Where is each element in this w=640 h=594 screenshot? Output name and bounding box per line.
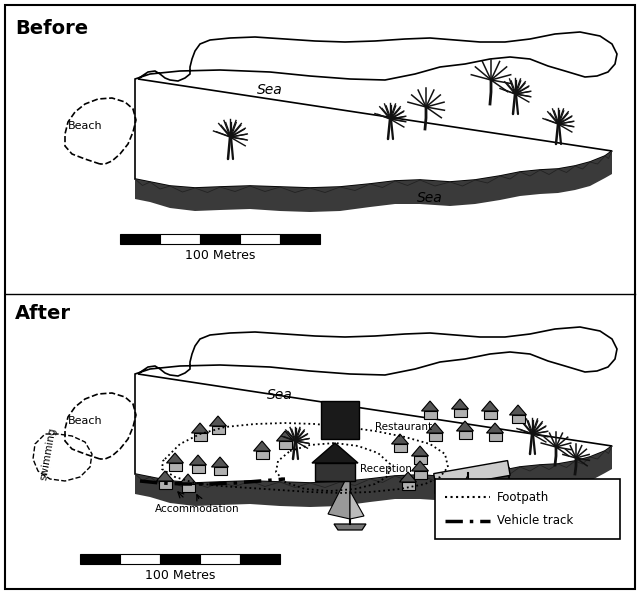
Bar bbox=[240, 554, 280, 564]
Polygon shape bbox=[458, 431, 472, 439]
Polygon shape bbox=[211, 457, 228, 467]
Polygon shape bbox=[312, 443, 358, 463]
Polygon shape bbox=[135, 151, 612, 212]
Text: Accommodation: Accommodation bbox=[155, 504, 239, 514]
Text: Pier: Pier bbox=[490, 479, 509, 489]
Polygon shape bbox=[166, 453, 184, 463]
Text: Reception: Reception bbox=[360, 464, 412, 474]
Text: Sea: Sea bbox=[257, 83, 283, 97]
Bar bbox=[160, 554, 200, 564]
Polygon shape bbox=[488, 433, 502, 441]
Polygon shape bbox=[179, 474, 196, 484]
Polygon shape bbox=[191, 423, 209, 433]
Polygon shape bbox=[135, 327, 617, 483]
Polygon shape bbox=[278, 441, 291, 449]
Polygon shape bbox=[328, 471, 350, 519]
Bar bbox=[120, 554, 160, 564]
Polygon shape bbox=[315, 463, 355, 481]
Bar bbox=[160, 234, 200, 244]
Polygon shape bbox=[451, 399, 468, 409]
Bar bbox=[240, 234, 280, 244]
Polygon shape bbox=[422, 401, 438, 411]
Polygon shape bbox=[334, 524, 366, 530]
Text: After: After bbox=[15, 304, 71, 323]
Polygon shape bbox=[159, 481, 172, 489]
Polygon shape bbox=[452, 475, 468, 509]
Polygon shape bbox=[182, 484, 195, 492]
Text: Beach: Beach bbox=[68, 416, 102, 426]
Polygon shape bbox=[424, 411, 436, 419]
Polygon shape bbox=[481, 401, 499, 411]
Polygon shape bbox=[468, 490, 478, 509]
Text: Sea: Sea bbox=[267, 388, 293, 402]
Polygon shape bbox=[483, 411, 497, 419]
Text: swimming: swimming bbox=[38, 426, 58, 481]
Polygon shape bbox=[392, 434, 408, 444]
Polygon shape bbox=[193, 433, 207, 441]
Polygon shape bbox=[456, 421, 474, 431]
Polygon shape bbox=[321, 401, 359, 439]
Polygon shape bbox=[426, 423, 444, 433]
Bar bbox=[200, 234, 240, 244]
Polygon shape bbox=[209, 416, 227, 426]
Polygon shape bbox=[214, 467, 227, 475]
Polygon shape bbox=[486, 423, 504, 433]
Polygon shape bbox=[413, 456, 426, 464]
Polygon shape bbox=[456, 514, 480, 518]
Polygon shape bbox=[401, 482, 415, 490]
Text: Sea: Sea bbox=[417, 191, 443, 205]
Polygon shape bbox=[429, 433, 442, 441]
Polygon shape bbox=[434, 460, 510, 488]
Bar bbox=[120, 234, 160, 244]
Polygon shape bbox=[211, 426, 225, 434]
Text: 100 Metres: 100 Metres bbox=[145, 569, 215, 582]
Polygon shape bbox=[157, 471, 173, 481]
Polygon shape bbox=[350, 491, 364, 519]
Polygon shape bbox=[413, 471, 426, 479]
Polygon shape bbox=[509, 405, 527, 415]
Polygon shape bbox=[394, 444, 406, 452]
Bar bbox=[80, 554, 120, 564]
Text: Beach: Beach bbox=[68, 121, 102, 131]
Polygon shape bbox=[412, 461, 429, 471]
Polygon shape bbox=[412, 446, 429, 456]
Text: Restaurant: Restaurant bbox=[375, 422, 432, 432]
Polygon shape bbox=[168, 463, 182, 471]
Polygon shape bbox=[253, 441, 271, 451]
Polygon shape bbox=[191, 465, 205, 473]
Text: Vehicle track: Vehicle track bbox=[497, 514, 573, 527]
Polygon shape bbox=[454, 409, 467, 417]
Polygon shape bbox=[399, 472, 417, 482]
Text: Footpath: Footpath bbox=[497, 491, 549, 504]
Bar bbox=[200, 554, 240, 564]
Text: 100 Metres: 100 Metres bbox=[185, 249, 255, 262]
Polygon shape bbox=[135, 32, 617, 188]
Text: Before: Before bbox=[15, 19, 88, 38]
Polygon shape bbox=[135, 446, 612, 507]
Bar bbox=[435, 479, 620, 539]
Polygon shape bbox=[276, 431, 294, 441]
Polygon shape bbox=[189, 455, 207, 465]
Polygon shape bbox=[255, 451, 269, 459]
Bar bbox=[280, 234, 320, 244]
Polygon shape bbox=[511, 415, 525, 423]
